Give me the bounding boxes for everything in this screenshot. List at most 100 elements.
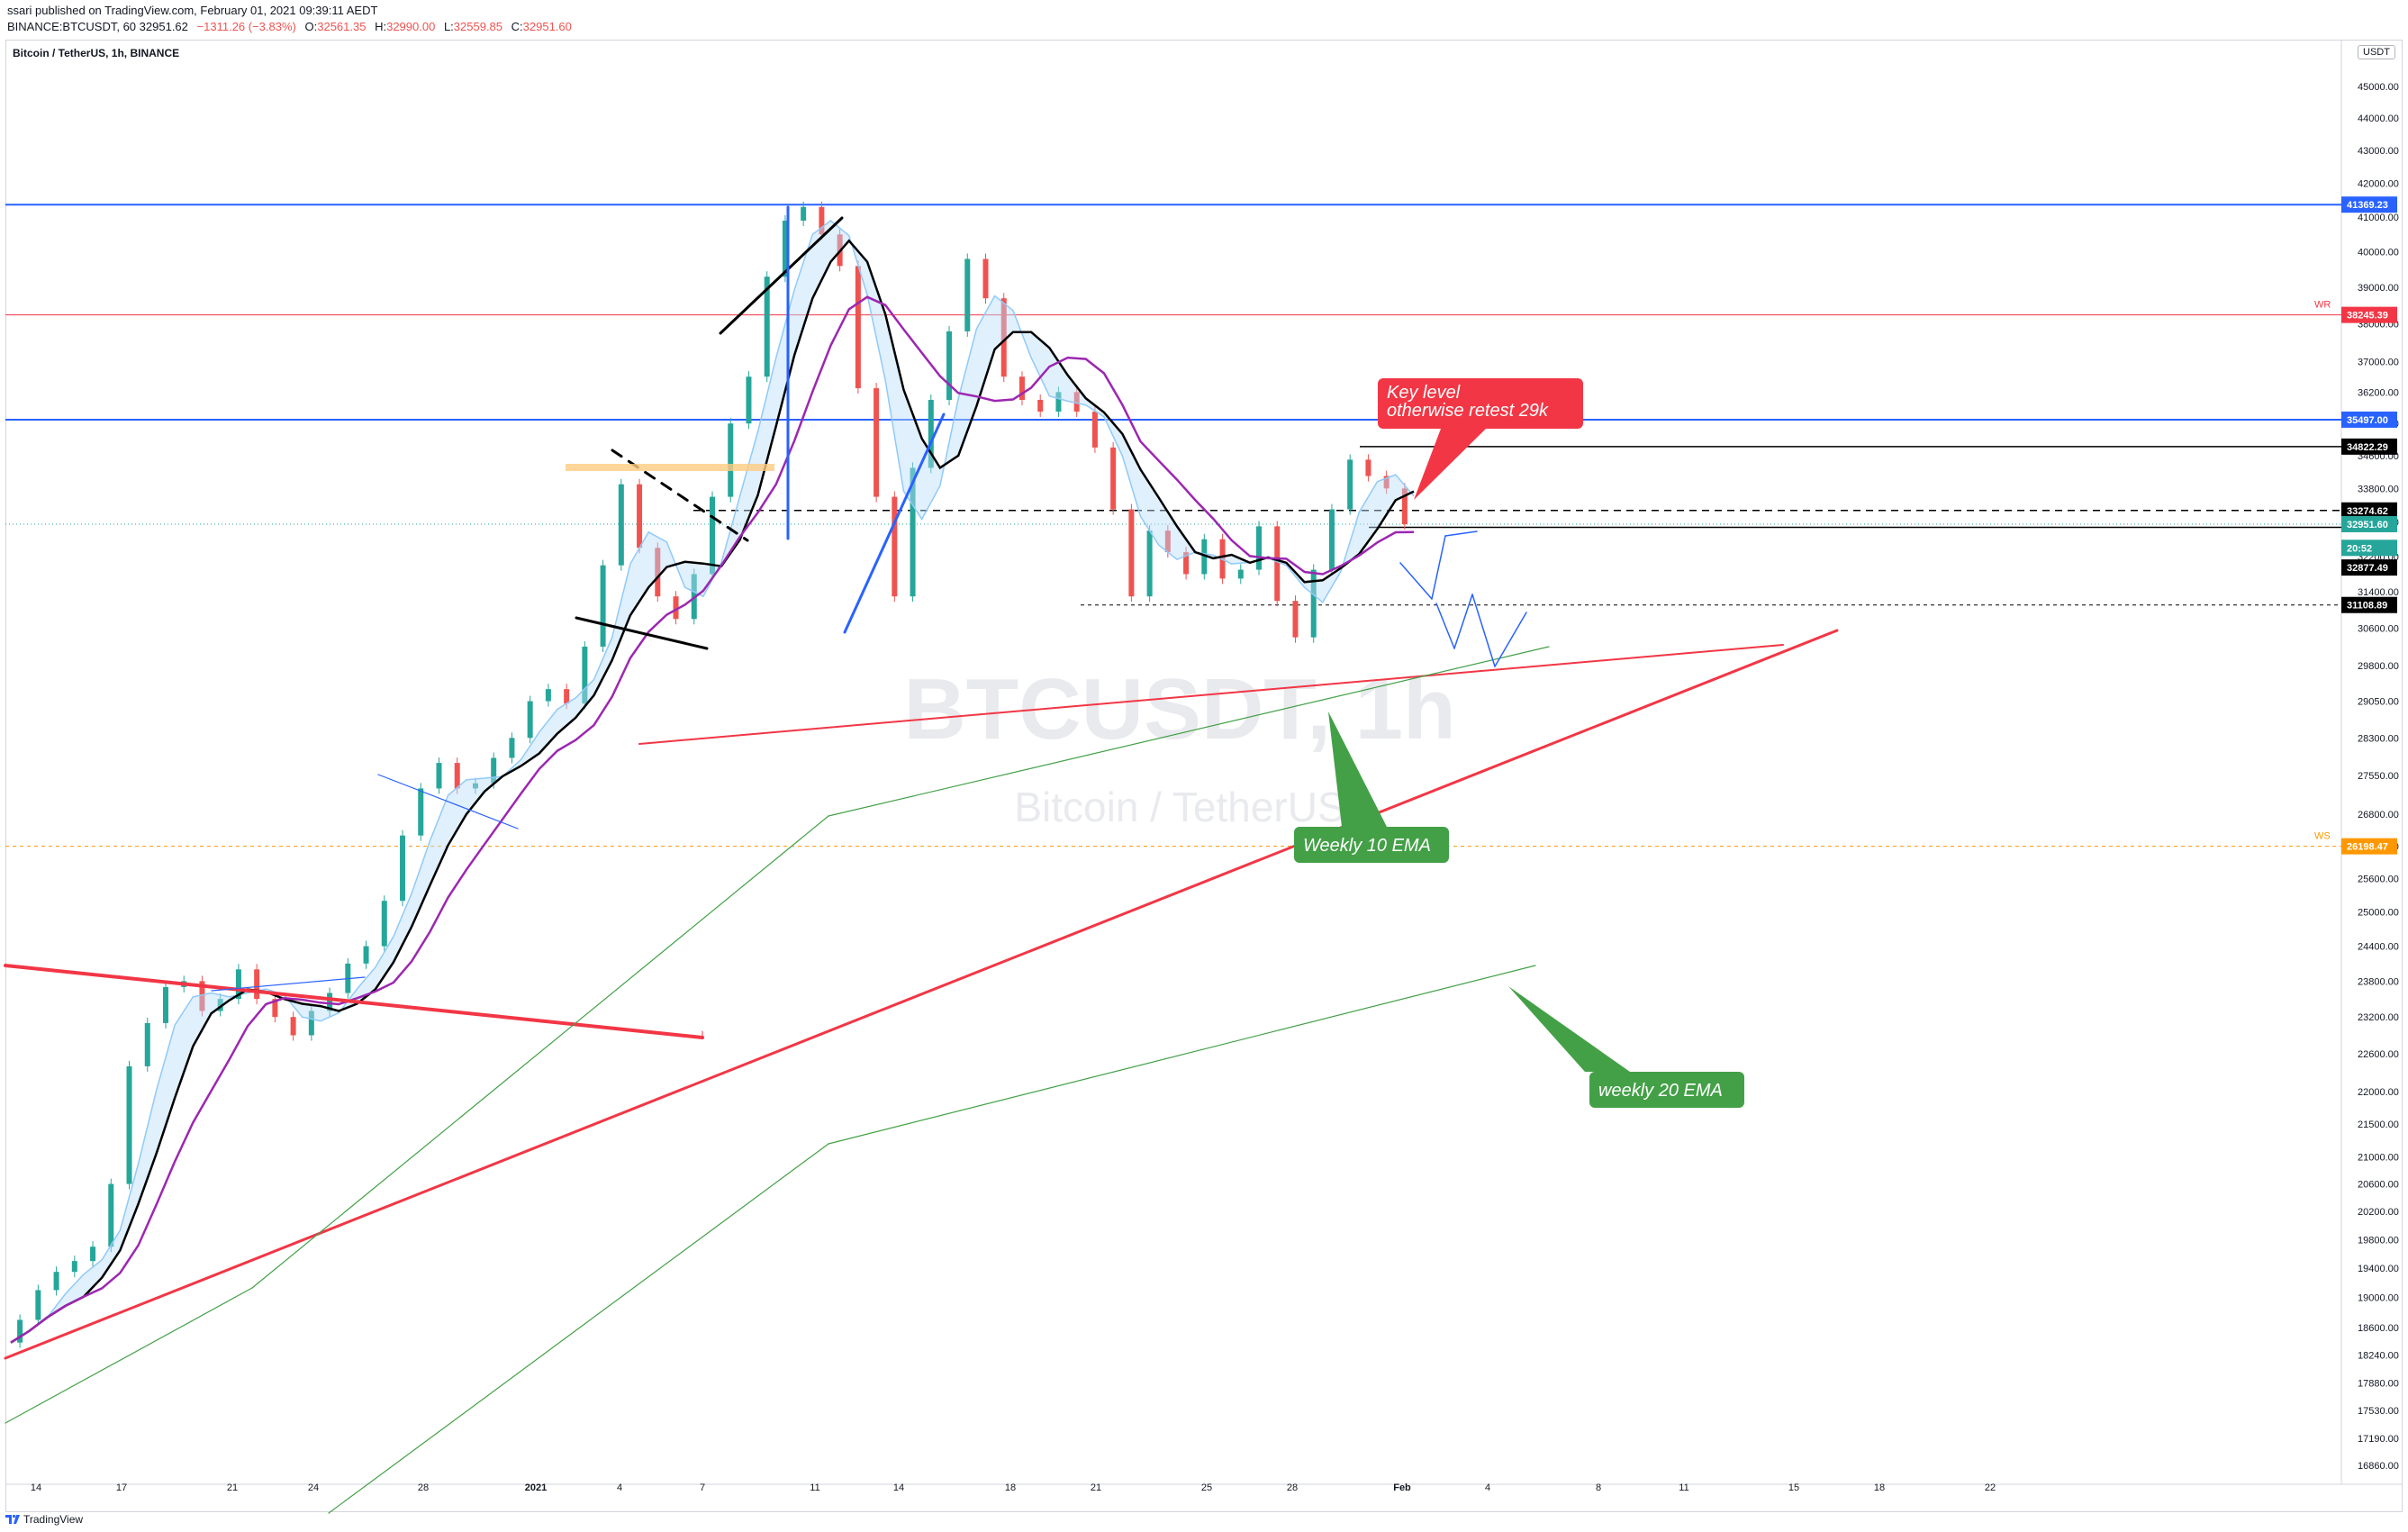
price-tick-label: 33800.00 — [2358, 484, 2399, 494]
candle-body — [1128, 509, 1135, 597]
trend-line — [843, 412, 946, 634]
trend-line — [719, 216, 844, 335]
time-tick-label: 28 — [1287, 1482, 1298, 1493]
time-tick-label: 11 — [810, 1482, 819, 1493]
price-label-text: 32951.60 — [2347, 520, 2388, 530]
price-tick-label: 20200.00 — [2358, 1207, 2399, 1218]
price-tick-label: 29050.00 — [2358, 697, 2399, 708]
price-label-text: 34822.29 — [2347, 442, 2388, 453]
candle-body — [199, 981, 205, 1011]
candle-body — [1292, 601, 1299, 638]
price-label-text: 33274.62 — [2347, 506, 2388, 517]
chart-pane[interactable] — [5, 40, 2403, 1512]
candle-body — [782, 220, 788, 277]
price-label-box — [2341, 196, 2397, 213]
candle-body — [855, 266, 861, 389]
price-label-box — [2341, 438, 2397, 455]
trend-line — [1431, 535, 1446, 600]
candle-body — [400, 835, 406, 902]
candle-body — [1237, 569, 1244, 579]
price-label-box — [2341, 596, 2397, 613]
candle-body — [1164, 530, 1171, 553]
highlight-zone — [566, 464, 774, 471]
low-label: L: — [443, 20, 454, 33]
price-label-text: 35497.00 — [2347, 415, 2388, 426]
candle-body — [673, 596, 679, 620]
tradingview-brand: TradingView — [23, 1513, 84, 1526]
price-tick-label: 17880.00 — [2358, 1378, 2399, 1389]
candle-body — [162, 986, 168, 1023]
candle-body — [910, 467, 916, 597]
candle-body — [928, 399, 934, 468]
candle-body — [491, 757, 497, 784]
candle-body — [290, 1017, 296, 1036]
publish-info: ssari published on TradingView.com, Febr… — [7, 4, 378, 17]
trend-line — [328, 1143, 829, 1514]
trend-line — [1471, 594, 1496, 667]
trend-line — [828, 646, 1550, 817]
candle-body — [892, 496, 898, 597]
candle-body — [53, 1272, 59, 1291]
candle-body — [509, 738, 515, 758]
time-tick-label: 2021 — [525, 1482, 547, 1493]
time-tick-label: 15 — [1788, 1482, 1799, 1493]
trend-line — [1435, 603, 1455, 649]
price-tick-label: 27550.00 — [2358, 771, 2399, 782]
price-label-text: 32877.49 — [2347, 563, 2388, 574]
price-label-box — [2341, 838, 2397, 855]
footer-brand: TradingView — [5, 1513, 83, 1531]
price-label-box — [2341, 539, 2397, 557]
candle-body — [527, 701, 533, 739]
candle-body — [144, 1022, 150, 1066]
axis-price-labels: 41369.23 38245.39 WR 35497.00 34822.29 33274.… — [2314, 196, 2397, 855]
trend-line — [251, 815, 829, 1289]
time-tick-label: 18 — [1005, 1482, 1016, 1493]
callout-box — [1378, 378, 1583, 429]
time-tick-label: 17 — [116, 1482, 127, 1493]
price-tick-label: 44000.00 — [2358, 113, 2399, 124]
price-tick-label: 30600.00 — [2358, 623, 2399, 634]
price-tick-label: 17190.00 — [2358, 1434, 2399, 1445]
ema-slow-line — [10, 295, 1415, 1344]
candle-body — [254, 969, 260, 1000]
symbol-label: BINANCE:BTCUSDT, 60 — [7, 20, 137, 33]
candle-body — [272, 999, 278, 1018]
price-tick-label: 31400.00 — [2358, 587, 2399, 598]
time-tick-label: 21 — [1091, 1482, 1101, 1493]
trend-line — [575, 616, 709, 650]
time-tick-label: 14 — [893, 1482, 904, 1493]
high-value: 32990.00 — [386, 20, 436, 33]
callout-box — [1294, 827, 1449, 863]
candle-body — [381, 901, 387, 947]
candle-body — [1146, 530, 1153, 597]
candle-body — [545, 689, 551, 702]
candle-body — [418, 788, 424, 836]
ema-ribbon — [11, 221, 1414, 1343]
price-tick-label: 45000.00 — [2358, 82, 2399, 93]
candle-body — [363, 946, 369, 964]
price-label-box — [2341, 502, 2397, 519]
price-tick-label: 22600.00 — [2358, 1049, 2399, 1060]
watermark-symbol: BTCUSDT, 1h — [903, 661, 1455, 757]
candle-body — [71, 1261, 77, 1273]
price-label-text: 20:52 — [2347, 543, 2372, 554]
price-label-text: 41369.23 — [2347, 200, 2388, 211]
price-tick-label: 24400.00 — [2358, 942, 2399, 953]
time-tick-label: 11 — [1679, 1482, 1688, 1493]
price-tick-label: 22000.00 — [2358, 1087, 2399, 1098]
candle-body — [1365, 459, 1371, 476]
currency-button[interactable]: USDT — [2358, 45, 2395, 59]
callout-text: Key level — [1387, 383, 1461, 403]
candle-body — [637, 484, 643, 548]
open-value: 32561.35 — [317, 20, 367, 33]
time-axis: 14 17 21 24 28 2021 4 7 11 14 18 21 25 28 Feb 4 8 11 15 18 2… — [31, 1482, 1996, 1493]
ohlc-line: BINANCE:BTCUSDT, 60 32951.62 −1311.26 (−… — [7, 20, 572, 33]
callout-text: weekly 20 EMA — [1598, 1081, 1723, 1101]
price-tick-label: 23800.00 — [2358, 976, 2399, 987]
candle-body — [582, 646, 588, 704]
candle-body — [217, 999, 223, 1011]
low-value: 32559.85 — [453, 20, 503, 33]
price-tick-label: 16860.00 — [2358, 1461, 2399, 1472]
trend-line — [638, 644, 1784, 745]
